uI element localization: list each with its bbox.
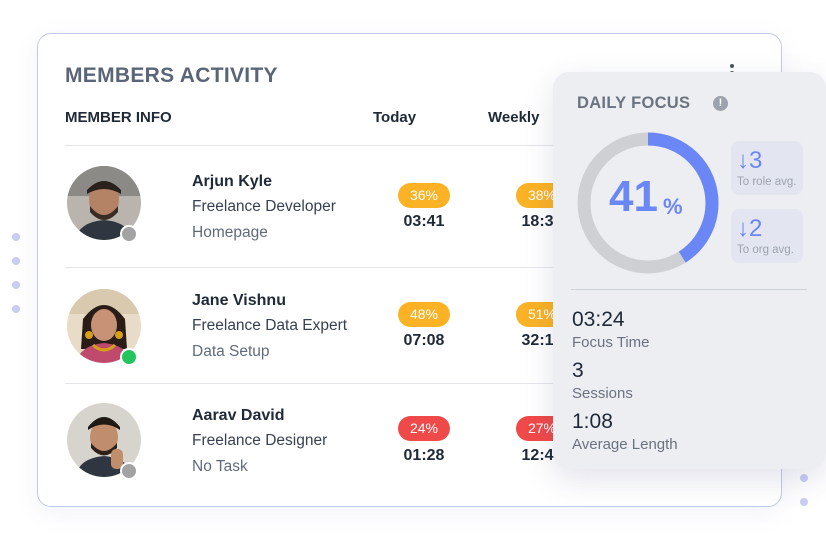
focus-time-value: 03:24 (572, 308, 625, 331)
focus-percentage-unit: % (663, 194, 683, 219)
donut-progress-arc (577, 132, 719, 274)
member-role: Freelance Data Expert (192, 317, 348, 334)
weekly-time: 32:12 (521, 332, 563, 349)
member-project-link[interactable]: Data Setup (192, 343, 270, 360)
panel-divider (571, 289, 807, 290)
sessions-label: Sessions (572, 385, 633, 402)
focus-time-label: Focus Time (572, 334, 650, 351)
sessions-value: 3 (572, 359, 584, 382)
focus-title: DAILY FOCUS (577, 94, 691, 112)
weekly-time: 18:35 (521, 213, 563, 230)
status-indicator (120, 462, 138, 480)
org-average-value: 2 (749, 215, 763, 242)
row-divider (65, 145, 585, 146)
weekly-time: 12:41 (521, 447, 563, 464)
avatar (67, 403, 141, 477)
role-average-label: To role avg. (737, 176, 797, 188)
today-time: 07:08 (403, 332, 445, 349)
card-title: MEMBERS ACTIVITY (65, 64, 278, 87)
arrow-down-icon: ↓ (737, 147, 749, 174)
role-average-value: 3 (749, 147, 763, 174)
org-average-label: To org avg. (737, 244, 794, 256)
member-project-link[interactable]: Homepage (192, 224, 268, 241)
member-name: Aarav David (192, 407, 285, 424)
today-percentage-badge: 24% (398, 416, 450, 441)
member-row[interactable]: Aarav David Freelance Designer No Task 2… (65, 383, 585, 503)
column-header-member-info: MEMBER INFO (65, 109, 172, 126)
member-name: Arjun Kyle (192, 173, 273, 190)
row-divider (65, 267, 585, 268)
member-row[interactable]: Jane Vishnu Freelance Data Expert Data S… (65, 267, 585, 383)
average-length-label: Average Length (572, 436, 678, 453)
member-role: Freelance Designer (192, 432, 328, 449)
column-header-weekly: Weekly (488, 109, 540, 126)
member-name: Jane Vishnu (192, 292, 286, 309)
avatar (67, 289, 141, 363)
info-icon[interactable]: ! (713, 96, 728, 111)
row-divider (65, 383, 585, 384)
member-project-link[interactable]: No Task (192, 458, 248, 475)
member-role: Freelance Developer (192, 198, 336, 215)
today-time: 03:41 (403, 213, 445, 230)
org-average-comparison: ↓2 To org avg. (731, 209, 803, 263)
role-average-comparison: ↓3 To role avg. (731, 141, 803, 195)
status-indicator (120, 225, 138, 243)
arrow-down-icon: ↓ (737, 215, 749, 242)
column-header-today: Today (373, 109, 417, 126)
average-length-value: 1:08 (572, 410, 613, 433)
today-percentage-badge: 36% (398, 183, 450, 208)
today-time: 01:28 (403, 447, 445, 464)
focus-percentage-value: 41 (609, 172, 658, 221)
member-row[interactable]: Arjun Kyle Freelance Developer Homepage … (65, 145, 585, 267)
decorative-dots-left (12, 233, 20, 313)
focus-donut-chart (577, 132, 719, 274)
daily-focus-panel: DAILY FOCUS ! 41 % ↓3 To role avg. ↓2 To… (553, 72, 826, 469)
status-indicator (120, 348, 138, 366)
today-percentage-badge: 48% (398, 302, 450, 327)
